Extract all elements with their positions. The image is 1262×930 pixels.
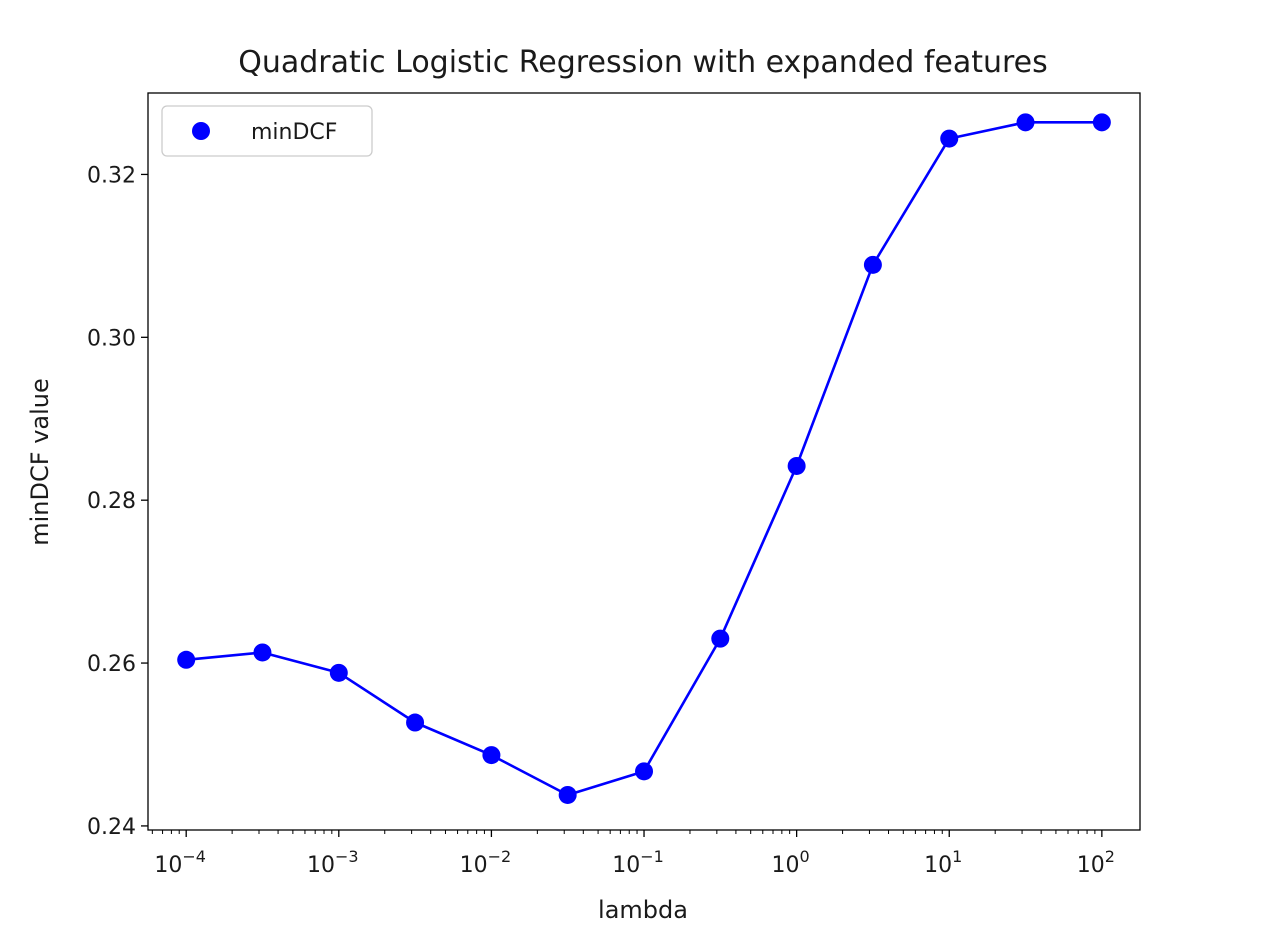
x-tick-base: 10 <box>1077 853 1105 878</box>
data-point <box>1092 113 1111 132</box>
x-tick-exponent: −2 <box>488 847 512 866</box>
legend: minDCF <box>161 105 373 157</box>
x-tick-exponent: 1 <box>952 847 962 866</box>
x-axis-label: lambda <box>598 896 688 924</box>
x-tick-exponent: −1 <box>640 847 664 866</box>
y-axis-label: minDCF value <box>26 378 54 545</box>
x-tick-label: 100 <box>772 847 810 878</box>
legend-marker <box>192 122 210 140</box>
data-point <box>558 785 577 804</box>
data-point <box>177 650 196 669</box>
data-point <box>253 643 272 662</box>
x-tick-label: 102 <box>1077 847 1115 878</box>
x-tick-label: 10−4 <box>154 847 206 878</box>
x-tick-label: 10−3 <box>307 847 359 878</box>
data-point <box>482 746 501 765</box>
x-tick-exponent: −3 <box>335 847 359 866</box>
data-point <box>940 129 959 148</box>
data-point <box>863 255 882 274</box>
x-tick-label: 10−2 <box>460 847 512 878</box>
y-tick-label: 0.30 <box>87 326 136 351</box>
data-point <box>711 629 730 648</box>
x-tick-base: 10 <box>307 853 335 878</box>
data-point <box>787 456 806 475</box>
chart-title: Quadratic Logistic Regression with expan… <box>238 45 1048 80</box>
x-tick-base: 10 <box>924 853 952 878</box>
data-point <box>406 713 425 732</box>
legend-entry-mindcf: minDCF <box>251 120 337 145</box>
x-tick-base: 10 <box>772 853 800 878</box>
data-point <box>329 663 348 682</box>
y-tick-label: 0.28 <box>87 489 136 514</box>
data-point <box>1016 113 1035 132</box>
y-tick-label: 0.32 <box>87 163 136 188</box>
x-tick-label: 101 <box>924 847 962 878</box>
axes-frame <box>147 92 1141 831</box>
x-tick-base: 10 <box>154 853 182 878</box>
x-tick-label: 10−1 <box>612 847 664 878</box>
legend-box <box>161 105 373 157</box>
x-tick-base: 10 <box>460 853 488 878</box>
data-point <box>635 762 654 781</box>
x-tick-base: 10 <box>612 853 640 878</box>
x-tick-exponent: 2 <box>1105 847 1115 866</box>
plot-area <box>177 113 1111 804</box>
y-tick-label: 0.24 <box>87 815 136 840</box>
y-tick-label: 0.26 <box>87 652 136 677</box>
x-tick-exponent: 0 <box>800 847 810 866</box>
x-tick-exponent: −4 <box>182 847 206 866</box>
